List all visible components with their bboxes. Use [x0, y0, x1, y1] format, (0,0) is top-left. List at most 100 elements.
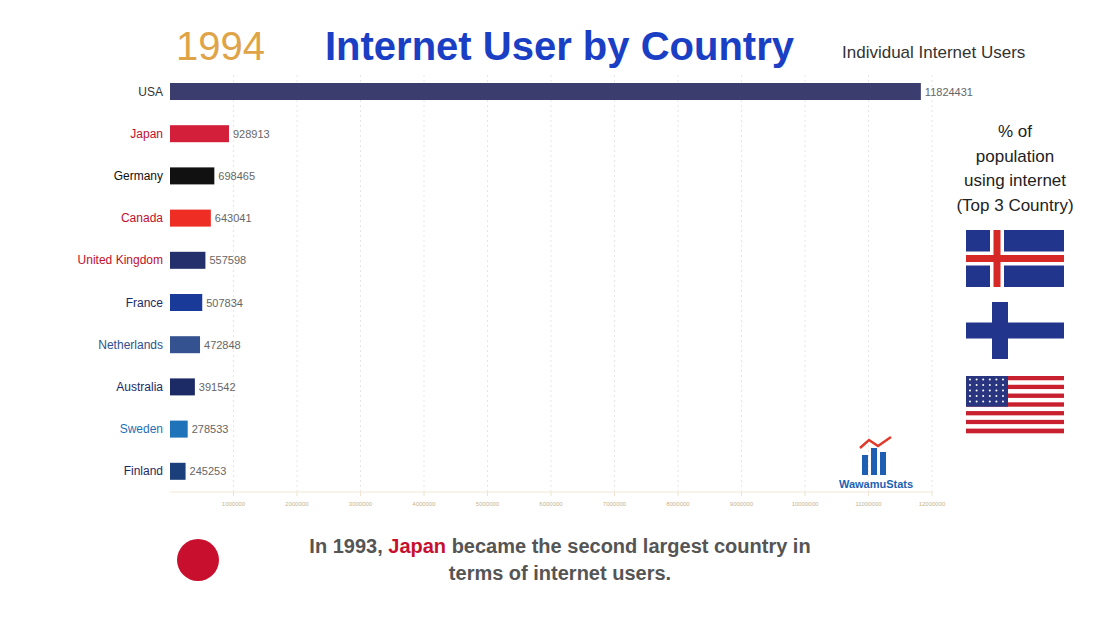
flag — [982, 395, 984, 397]
grid-line — [805, 75, 806, 492]
logo-icon — [862, 455, 868, 475]
flag — [969, 401, 971, 403]
category-label: Canada — [121, 211, 163, 225]
flag — [995, 401, 997, 403]
flag — [966, 407, 1064, 412]
data-label: 643041 — [215, 212, 252, 224]
flag — [966, 420, 1064, 425]
category-label: France — [126, 296, 164, 310]
annotation-flag — [177, 539, 219, 581]
tick-mark — [360, 492, 361, 496]
bar — [170, 421, 188, 438]
tick-label: 6000000 — [539, 501, 563, 507]
side-panel-text: using internet — [964, 171, 1066, 190]
tick-mark — [741, 492, 742, 496]
flag — [982, 379, 984, 381]
grid-line — [741, 75, 742, 492]
grid-line — [487, 75, 488, 492]
data-label: 391542 — [199, 381, 236, 393]
tick-label: 1000000 — [222, 501, 246, 507]
tick-label: 5000000 — [476, 501, 500, 507]
flag — [995, 395, 997, 397]
tick-mark — [487, 492, 488, 496]
flag — [976, 401, 978, 403]
side-panel-text: population — [976, 147, 1054, 166]
flag — [966, 323, 1064, 339]
bar — [170, 252, 205, 269]
category-label: Finland — [124, 464, 163, 478]
flag — [982, 401, 984, 403]
annotation-line: In 1993, Japan became the second largest… — [309, 535, 810, 557]
bar — [170, 294, 202, 311]
flag — [995, 390, 997, 392]
data-label: 507834 — [206, 297, 243, 309]
grid-line — [932, 75, 933, 492]
bar — [170, 336, 200, 353]
tick-mark — [868, 492, 869, 496]
annotation-text: became the second largest country in — [446, 535, 811, 557]
annotation-text: In 1993, — [309, 535, 388, 557]
flag — [966, 230, 1064, 287]
flag — [969, 395, 971, 397]
tick-mark — [614, 492, 615, 496]
logo: WawamuStats — [839, 437, 913, 490]
tick-mark — [297, 492, 298, 496]
flag — [1002, 384, 1004, 386]
tick-mark — [233, 492, 234, 496]
tick-label: 4000000 — [412, 501, 436, 507]
data-label: 928913 — [233, 128, 270, 140]
tick-label: 9000000 — [730, 501, 754, 507]
tick-label: 10000000 — [792, 501, 819, 507]
logo-icon — [860, 437, 891, 448]
flag — [1002, 379, 1004, 381]
grid-line — [868, 75, 869, 492]
subtitle: Individual Internet Users — [842, 43, 1025, 62]
grid-line — [551, 75, 552, 492]
bars — [170, 83, 921, 480]
flag — [966, 424, 1064, 429]
flag — [969, 390, 971, 392]
flag — [989, 395, 991, 397]
category-label: Germany — [114, 169, 163, 183]
side-panel-text: (Top 3 Country) — [956, 196, 1073, 215]
flag — [982, 384, 984, 386]
tick-mark — [678, 492, 679, 496]
tick-label: 3000000 — [349, 501, 373, 507]
bar — [170, 167, 214, 184]
category-label: Australia — [116, 380, 163, 394]
tick-label: 7000000 — [603, 501, 627, 507]
flag — [1002, 390, 1004, 392]
flag — [989, 390, 991, 392]
flag — [995, 379, 997, 381]
data-label: 557598 — [209, 254, 246, 266]
category-label: Sweden — [120, 422, 163, 436]
flag — [966, 252, 1064, 266]
tick-label: 11000000 — [855, 501, 882, 507]
grid-line — [678, 75, 679, 492]
flag — [976, 384, 978, 386]
bar — [170, 125, 229, 142]
flag — [982, 390, 984, 392]
flag — [989, 379, 991, 381]
tick-label: 12000000 — [919, 501, 946, 507]
flag — [966, 255, 1064, 262]
flag — [995, 384, 997, 386]
flag — [966, 411, 1064, 416]
grid-line — [614, 75, 615, 492]
x-axis-line — [170, 492, 932, 493]
grid-line — [360, 75, 361, 492]
category-label: Japan — [130, 127, 163, 141]
data-label: 698465 — [218, 170, 255, 182]
annotation-highlight: Japan — [388, 535, 446, 557]
tick-label: 2000000 — [285, 501, 309, 507]
flag — [969, 379, 971, 381]
tick-mark — [424, 492, 425, 496]
flag — [976, 395, 978, 397]
side-panel: % ofpopulationusing internet(Top 3 Count… — [956, 122, 1073, 433]
bar — [170, 210, 211, 227]
data-label: 278533 — [192, 423, 229, 435]
annotation-line: terms of internet users. — [449, 562, 671, 584]
flag — [969, 384, 971, 386]
flag — [966, 376, 1008, 407]
data-label: 11824431 — [925, 86, 973, 98]
